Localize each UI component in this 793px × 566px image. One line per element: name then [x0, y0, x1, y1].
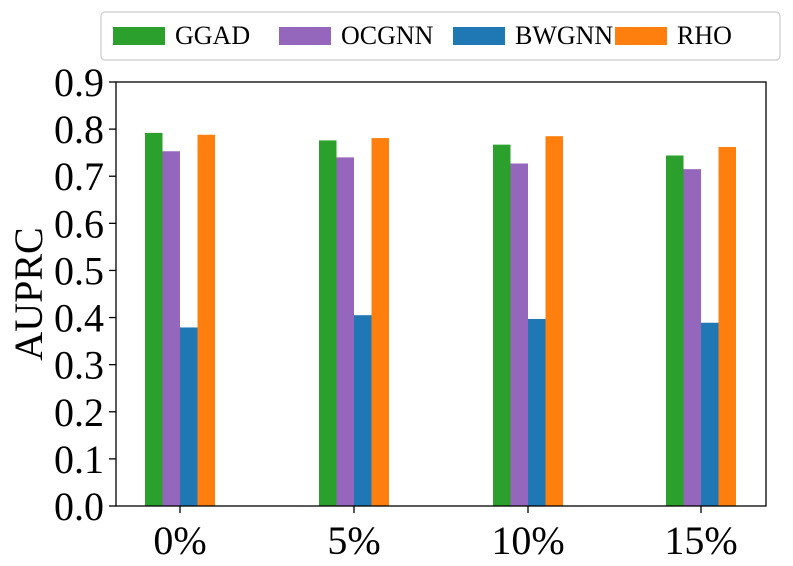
- y-axis-label: AUPRC: [6, 227, 51, 360]
- y-tick-label: 0.5: [54, 248, 104, 293]
- y-tick-label: 0.0: [54, 484, 104, 529]
- y-axis-ticks: 0.00.10.20.30.40.50.60.70.80.9: [54, 60, 116, 529]
- bar-rho-1: [371, 138, 389, 506]
- y-tick-label: 0.7: [54, 154, 104, 199]
- legend-swatch-bwgnn: [453, 27, 505, 45]
- legend-label-ggad: GGAD: [175, 21, 250, 50]
- y-tick-label: 0.1: [54, 437, 104, 482]
- legend-swatch-rho: [615, 27, 667, 45]
- bar-ggad-0: [145, 132, 163, 506]
- bar-bwgnn-3: [701, 322, 719, 506]
- y-tick-label: 0.4: [54, 296, 104, 341]
- x-tick-label: 5%: [327, 518, 380, 563]
- bar-bwgnn-1: [354, 315, 372, 506]
- bar-bwgnn-2: [528, 318, 546, 506]
- legend-swatch-ocgnn: [279, 27, 331, 45]
- y-tick-label: 0.8: [54, 107, 104, 152]
- bar-ocgnn-2: [510, 163, 528, 506]
- plot-frame: [115, 81, 767, 507]
- bar-rho-2: [545, 136, 563, 506]
- bars-group: [145, 132, 736, 506]
- bar-ocgnn-0: [162, 151, 180, 506]
- x-tick-label: 15%: [664, 518, 737, 563]
- legend-frame: [100, 11, 781, 61]
- bar-ggad-2: [493, 144, 511, 506]
- bar-ggad-1: [319, 140, 337, 506]
- bar-bwgnn-0: [180, 327, 198, 506]
- legend: GGAD OCGNN BWGNN RHO: [100, 11, 781, 61]
- bar-ocgnn-3: [683, 169, 701, 506]
- x-tick-label: 0%: [153, 518, 206, 563]
- bar-rho-0: [197, 134, 215, 506]
- y-tick-label: 0.3: [54, 343, 104, 388]
- y-tick-label: 0.9: [54, 60, 104, 105]
- legend-swatch-ggad: [113, 27, 165, 45]
- bar-ggad-3: [666, 155, 684, 506]
- legend-label-bwgnn: BWGNN: [515, 21, 613, 50]
- legend-label-ocgnn: OCGNN: [341, 21, 434, 50]
- y-tick-label: 0.6: [54, 201, 104, 246]
- legend-label-rho: RHO: [677, 21, 732, 50]
- x-axis-ticks: 0% 5% 10% 15%: [153, 506, 738, 563]
- bar-rho-3: [718, 147, 736, 506]
- y-tick-label: 0.2: [54, 390, 104, 435]
- bar-ocgnn-1: [336, 157, 354, 506]
- x-tick-label: 10%: [491, 518, 564, 563]
